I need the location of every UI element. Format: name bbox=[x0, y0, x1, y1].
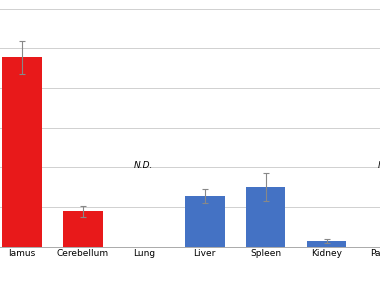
Text: N.D.: N.D. bbox=[134, 162, 154, 171]
Bar bbox=[307, 241, 347, 246]
Bar bbox=[2, 57, 42, 246]
Text: N.D.: N.D. bbox=[378, 162, 380, 171]
Bar bbox=[185, 196, 225, 246]
Bar bbox=[63, 211, 103, 246]
Bar bbox=[246, 187, 285, 246]
